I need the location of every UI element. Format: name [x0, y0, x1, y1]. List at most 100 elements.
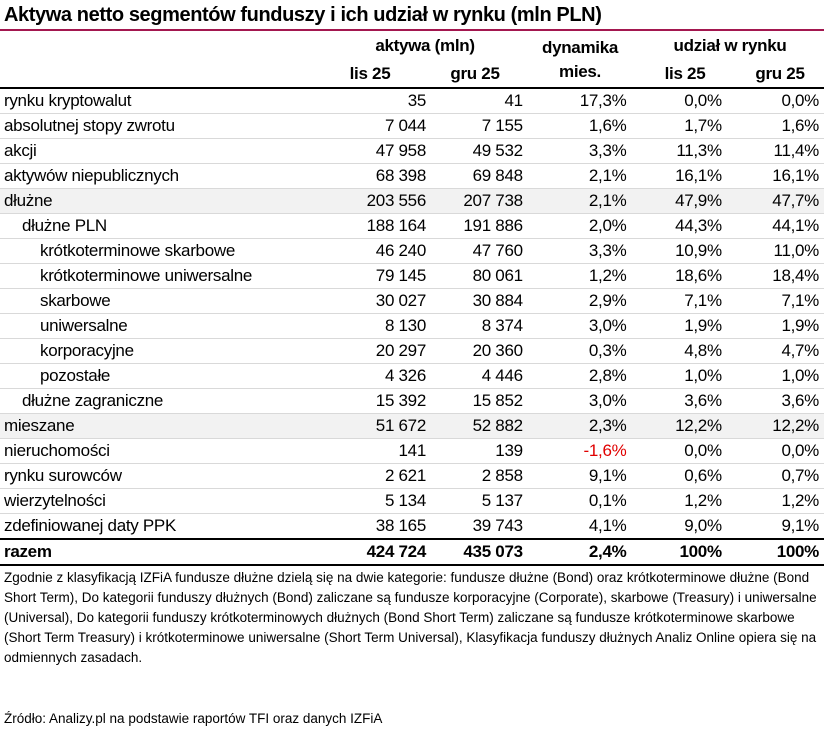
- table-row: dłużne PLN 188 164 191 886 2,0% 44,3% 44,1%: [0, 213, 824, 239]
- assets-lis-cell: 47 958: [351, 138, 426, 164]
- assets-gru-cell: 41: [426, 89, 523, 114]
- table-row: krótkoterminowe uniwersalne 79 145 80 061 1…: [0, 263, 824, 289]
- share-gru-cell: 0,0%: [721, 438, 824, 464]
- row-label-cell: rynku kryptowalut: [0, 89, 352, 114]
- share-lis-cell: 7,1%: [626, 288, 722, 314]
- row-label-cell: mieszane: [0, 413, 352, 439]
- share-gru-cell: 47,7%: [721, 188, 824, 214]
- assets-lis-cell: 188 164: [351, 213, 426, 239]
- table-row: wierzytelności 5 134 5 137 0,1% 1,2% 1,2%: [0, 488, 824, 514]
- table-row: nieruchomości 141 139 -1,6% 0,0% 0,0%: [0, 438, 824, 464]
- assets-lis-cell: 30 027: [351, 288, 426, 314]
- table-row: razem 424 724 435 073 2,4% 100% 100%: [0, 538, 824, 566]
- table-row: zdefiniowanej daty PPK 38 165 39 743 4,1% 9,…: [0, 513, 824, 540]
- dynamics-cell: 2,0%: [522, 213, 627, 239]
- dynamics-cell: 1,6%: [522, 113, 627, 139]
- table-row: dłużne 203 556 207 738 2,1% 47,9% 47,7%: [0, 188, 824, 214]
- share-lis-cell: 18,6%: [626, 263, 722, 289]
- share-lis-cell: 44,3%: [626, 213, 722, 239]
- share-gru-cell: 11,4%: [721, 138, 824, 164]
- dynamics-cell: 2,8%: [522, 363, 627, 389]
- share-gru-cell: 7,1%: [721, 288, 824, 314]
- share-gru-cell: 3,6%: [721, 388, 824, 414]
- assets-gru-cell: 69 848: [426, 163, 523, 189]
- share-lis-cell: 1,0%: [626, 363, 722, 389]
- row-label-cell: krótkoterminowe uniwersalne: [0, 263, 352, 289]
- header-share: udział w rynku: [673, 36, 787, 55]
- assets-gru-cell: 2 858: [426, 463, 523, 489]
- assets-gru-cell: 207 738: [426, 188, 523, 214]
- assets-lis-cell: 203 556: [351, 188, 426, 214]
- table-row: akcji 47 958 49 532 3,3% 11,3% 11,4%: [0, 138, 824, 164]
- assets-lis-cell: 38 165: [351, 513, 426, 540]
- assets-gru-cell: 4 446: [426, 363, 523, 389]
- dynamics-cell: 3,3%: [522, 138, 627, 164]
- dynamics-cell: 1,2%: [522, 263, 627, 289]
- table-row: rynku surowców 2 621 2 858 9,1% 0,6% 0,7%: [0, 463, 824, 489]
- header-divider: [0, 87, 824, 89]
- share-gru-cell: 1,0%: [721, 363, 824, 389]
- share-gru-cell: 1,2%: [721, 488, 824, 514]
- share-gru-cell: 18,4%: [721, 263, 824, 289]
- header-dynamics: dynamika: [541, 38, 619, 57]
- assets-gru-cell: 30 884: [426, 288, 523, 314]
- assets-lis-cell: 2 621: [351, 463, 426, 489]
- assets-gru-cell: 15 852: [426, 388, 523, 414]
- assets-gru-cell: 47 760: [426, 238, 523, 264]
- dynamics-cell: 2,1%: [522, 163, 627, 189]
- share-lis-cell: 9,0%: [626, 513, 722, 540]
- share-gru-cell: 100%: [721, 538, 824, 566]
- assets-gru-cell: 191 886: [426, 213, 523, 239]
- assets-lis-cell: 51 672: [351, 413, 426, 439]
- row-label-cell: uniwersalne: [0, 313, 352, 339]
- table-row: uniwersalne 8 130 8 374 3,0% 1,9% 1,9%: [0, 313, 824, 339]
- table-row: rynku kryptowalut 35 41 17,3% 0,0% 0,0%: [0, 89, 824, 114]
- assets-lis-cell: 68 398: [351, 163, 426, 189]
- row-label-cell: zdefiniowanej daty PPK: [0, 513, 352, 540]
- dynamics-cell: 4,1%: [522, 513, 627, 540]
- share-lis-cell: 100%: [626, 538, 722, 566]
- share-lis-cell: 0,6%: [626, 463, 722, 489]
- share-lis-cell: 1,7%: [626, 113, 722, 139]
- row-label-cell: dłużne PLN: [0, 213, 352, 239]
- footnote: Zgodnie z klasyfikacją IZFiA fundusze dł…: [4, 570, 817, 665]
- share-lis-cell: 16,1%: [626, 163, 722, 189]
- dynamics-cell: 9,1%: [522, 463, 627, 489]
- share-gru-cell: 16,1%: [721, 163, 824, 189]
- assets-lis-cell: 79 145: [351, 263, 426, 289]
- share-gru-cell: 1,9%: [721, 313, 824, 339]
- assets-gru-cell: 20 360: [426, 338, 523, 364]
- header-assets: aktywa (mln): [375, 36, 475, 55]
- row-label-cell: skarbowe: [0, 288, 352, 314]
- share-lis-cell: 10,9%: [626, 238, 722, 264]
- assets-gru-cell: 39 743: [426, 513, 523, 540]
- assets-lis-cell: 15 392: [351, 388, 426, 414]
- assets-gru-cell: 5 137: [426, 488, 523, 514]
- row-label-cell: absolutnej stopy zwrotu: [0, 113, 352, 139]
- dynamics-cell: 3,0%: [522, 313, 627, 339]
- dynamics-cell: 2,1%: [522, 188, 627, 214]
- assets-lis-cell: 7 044: [351, 113, 426, 139]
- row-label-cell: dłużne zagraniczne: [0, 388, 352, 414]
- row-label-cell: aktywów niepublicznych: [0, 163, 352, 189]
- dynamics-cell: 17,3%: [522, 89, 627, 114]
- dynamics-cell: 2,9%: [522, 288, 627, 314]
- header-share-gru: gru 25: [755, 64, 805, 83]
- assets-lis-cell: 4 326: [351, 363, 426, 389]
- header-gru: gru 25: [450, 64, 500, 83]
- share-lis-cell: 47,9%: [626, 188, 722, 214]
- share-gru-cell: 9,1%: [721, 513, 824, 540]
- assets-lis-cell: 20 297: [351, 338, 426, 364]
- assets-gru-cell: 80 061: [426, 263, 523, 289]
- assets-lis-cell: 46 240: [351, 238, 426, 264]
- share-lis-cell: 11,3%: [626, 138, 722, 164]
- share-lis-cell: 0,0%: [626, 438, 722, 464]
- share-gru-cell: 4,7%: [721, 338, 824, 364]
- header-share-lis: lis 25: [664, 64, 706, 83]
- table-row: absolutnej stopy zwrotu 7 044 7 155 1,6% 1,7…: [0, 113, 824, 139]
- table-row: mieszane 51 672 52 882 2,3% 12,2% 12,2%: [0, 413, 824, 439]
- share-gru-cell: 44,1%: [721, 213, 824, 239]
- row-label-cell: krótkoterminowe skarbowe: [0, 238, 352, 264]
- table-row: aktywów niepublicznych 68 398 69 848 2,1% 16…: [0, 163, 824, 189]
